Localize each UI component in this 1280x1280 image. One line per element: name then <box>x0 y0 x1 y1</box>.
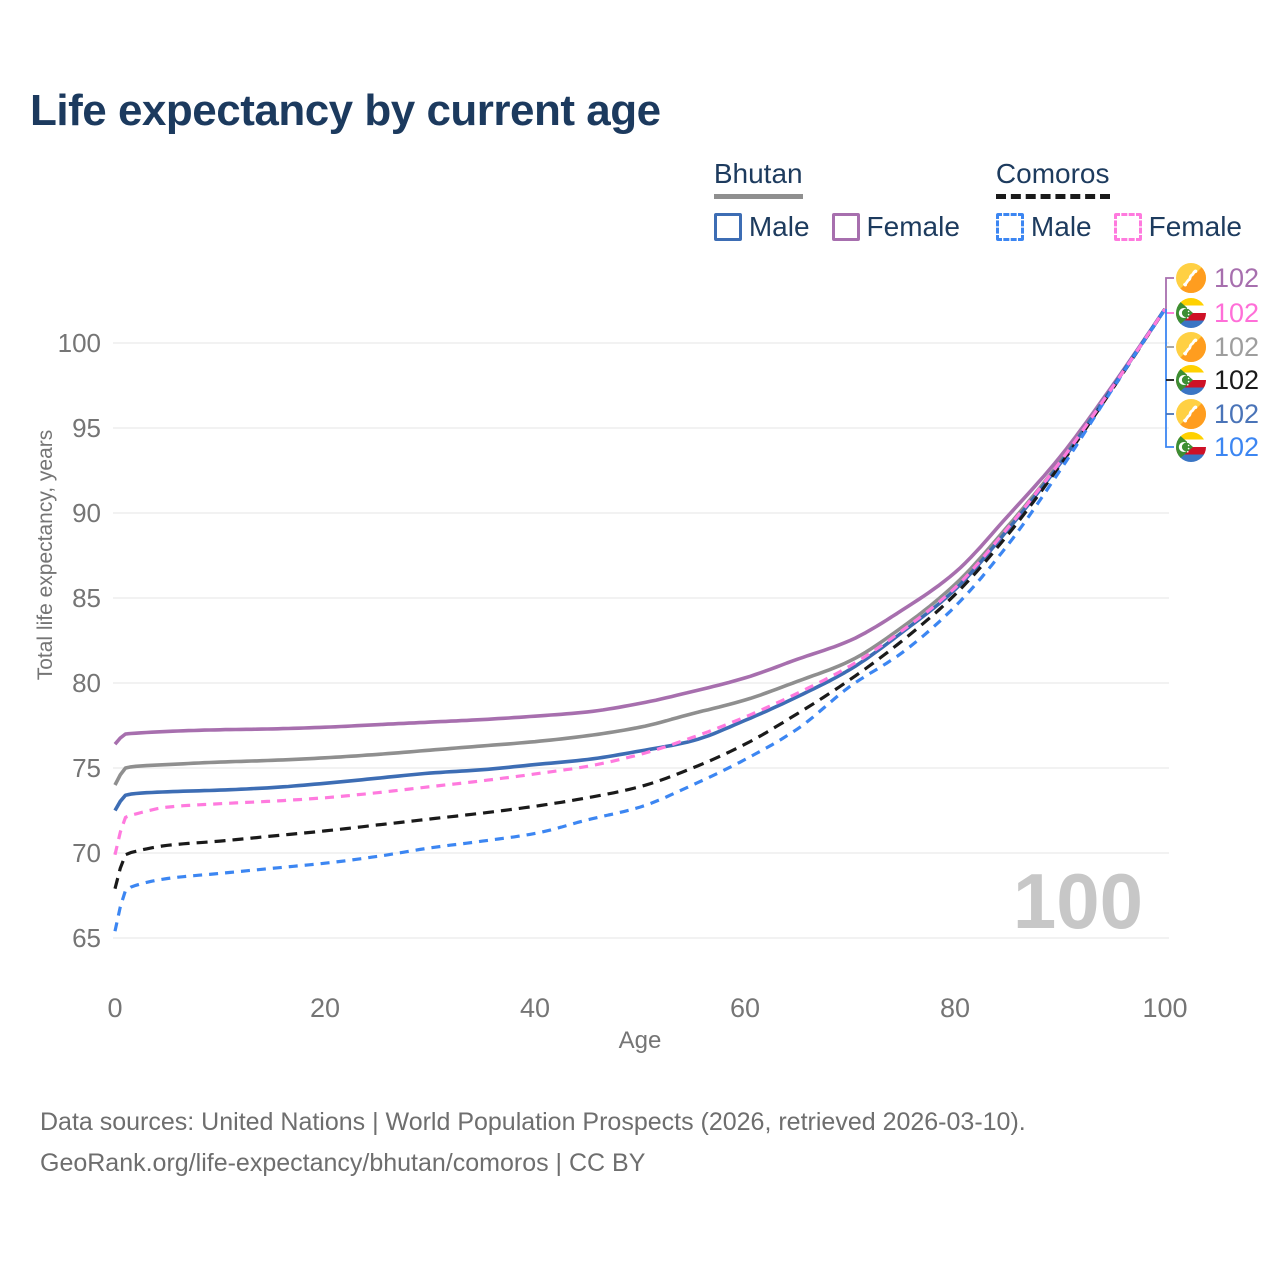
legend-items-bhutan: Male Female <box>713 211 960 243</box>
series-line-comoros[interactable] <box>113 308 1167 890</box>
bhutan-flag-icon <box>1176 263 1206 293</box>
legend-item-bhutan-male[interactable]: Male <box>713 211 810 243</box>
end-label-comoros-male: 102 <box>1176 432 1259 462</box>
end-label-value: 102 <box>1214 332 1260 362</box>
series-lines <box>113 307 1167 932</box>
legend-country-comoros[interactable]: Comoros <box>995 158 1110 199</box>
bhutan-flag-icon <box>1176 399 1206 429</box>
legend-label-bhutan-female: Female <box>866 211 960 242</box>
leader-line <box>1165 309 1174 314</box>
legend-label-comoros-female: Female <box>1148 211 1242 242</box>
end-label-value: 102 <box>1214 399 1260 429</box>
gridlines <box>113 342 1169 939</box>
legend-items-comoros: Male Female <box>995 211 1242 243</box>
comoros-flag-icon <box>1176 432 1206 462</box>
x-tick-label: 0 <box>107 993 122 1023</box>
footer-data-sources: Data sources: United Nations | World Pop… <box>40 1108 1026 1136</box>
end-label-bhutan-male: 102 <box>1176 399 1259 429</box>
x-tick-label: 100 <box>1142 993 1187 1023</box>
legend: Bhutan Male Female Comoros Male Female <box>713 158 1242 243</box>
comoros-flag-icon <box>1176 365 1206 395</box>
x-axis-title: Age <box>619 1027 662 1054</box>
end-label-value: 102 <box>1214 365 1260 395</box>
y-tick-label: 90 <box>72 498 101 528</box>
end-label-bhutan-female: 102 <box>1176 263 1259 293</box>
series-line-bhutan-female[interactable] <box>113 307 1167 746</box>
y-tick-label: 80 <box>72 668 101 698</box>
series-line-bhutan[interactable] <box>113 308 1167 786</box>
leader-lines <box>1165 277 1174 448</box>
legend-checkbox-comoros-female[interactable] <box>1113 213 1142 241</box>
end-label-comoros-female: 102 <box>1176 298 1259 328</box>
series-line-bhutan-male[interactable] <box>113 308 1167 812</box>
series-line-comoros-male[interactable] <box>113 308 1167 932</box>
legend-item-bhutan-female[interactable]: Female <box>831 211 960 243</box>
y-tick-label: 70 <box>72 838 101 868</box>
legend-group-comoros: Comoros Male Female <box>995 158 1242 243</box>
footer-attribution: GeoRank.org/life-expectancy/bhutan/comor… <box>40 1149 646 1177</box>
legend-checkbox-bhutan-male[interactable] <box>713 213 742 241</box>
legend-group-bhutan: Bhutan Male Female <box>713 158 960 243</box>
end-label-value: 102 <box>1214 298 1260 328</box>
legend-checkbox-bhutan-female[interactable] <box>831 213 860 241</box>
legend-label-bhutan-male: Male <box>748 211 810 242</box>
legend-label-comoros-male: Male <box>1030 211 1092 242</box>
bhutan-flag-icon <box>1176 332 1206 362</box>
footer: Data sources: United Nations | World Pop… <box>40 1102 1026 1184</box>
legend-checkbox-comoros-male[interactable] <box>995 213 1024 241</box>
y-tick-label: 100 <box>58 328 101 358</box>
end-label-value: 102 <box>1214 263 1260 293</box>
legend-item-comoros-female[interactable]: Female <box>1113 211 1242 243</box>
current-age-watermark: 100 <box>1012 857 1143 945</box>
y-tick-label: 65 <box>72 923 101 953</box>
axis-labels: 65 70 75 80 85 90 95 100 0 20 40 60 80 100 Age Total li… <box>34 328 1188 1054</box>
x-tick-label: 60 <box>730 993 760 1023</box>
y-axis-title: Total life expectancy, years <box>34 430 57 681</box>
comoros-flag-icon <box>1176 298 1206 328</box>
y-tick-label: 95 <box>72 413 101 443</box>
legend-country-bhutan[interactable]: Bhutan <box>713 158 803 199</box>
series-line-comoros-female[interactable] <box>113 308 1167 856</box>
leader-line <box>1165 277 1174 309</box>
y-tick-label: 75 <box>72 753 101 783</box>
page-title: Life expectancy by current age <box>30 86 661 135</box>
y-tick-label: 85 <box>72 583 101 613</box>
end-label-bhutan: 102 <box>1176 332 1259 362</box>
x-tick-label: 40 <box>520 993 550 1023</box>
legend-item-comoros-male[interactable]: Male <box>995 211 1092 243</box>
end-label-value: 102 <box>1214 432 1260 462</box>
x-tick-label: 20 <box>310 993 340 1023</box>
x-tick-label: 80 <box>940 993 970 1023</box>
leader-line <box>1165 309 1174 448</box>
end-label-comoros: 102 <box>1176 365 1259 395</box>
